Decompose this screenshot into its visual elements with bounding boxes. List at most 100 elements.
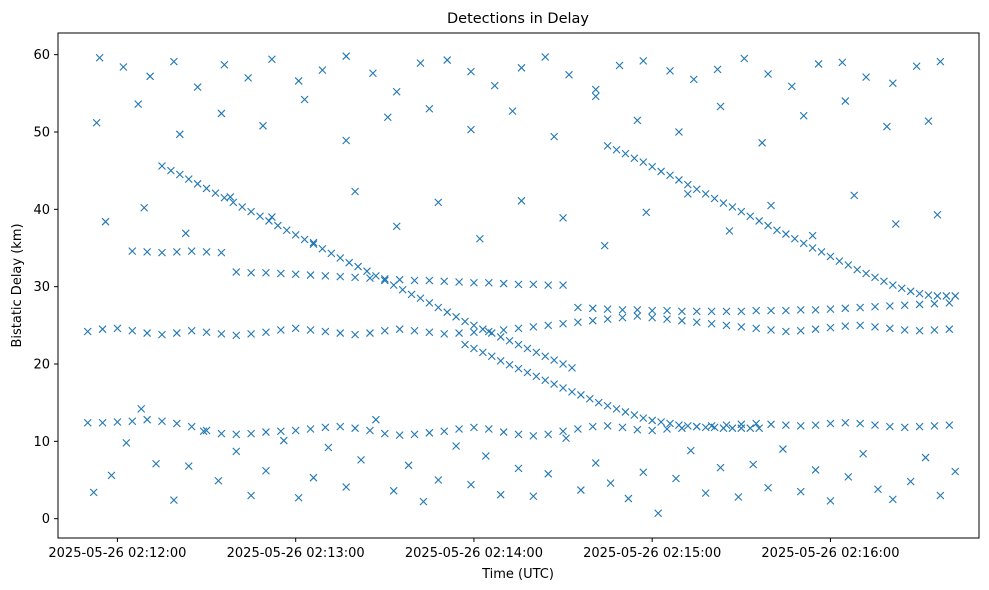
data-point-marker: [710, 194, 719, 203]
data-point-marker: [143, 329, 152, 337]
y-axis-ticks: 0 10 20 30 40 50 60: [33, 48, 58, 527]
data-point-marker: [781, 421, 790, 429]
data-point-marker: [585, 394, 594, 403]
data-point-marker: [324, 443, 333, 452]
data-point-marker: [559, 281, 567, 290]
y-tick-label: 60: [33, 48, 50, 63]
data-point-marker: [764, 483, 772, 492]
data-point-marker: [262, 328, 270, 337]
data-point-marker: [796, 305, 805, 314]
data-point-marker: [199, 427, 208, 436]
data-point-marker: [891, 220, 900, 228]
data-point-marker: [122, 438, 131, 447]
data-point-marker: [577, 391, 585, 399]
data-point-marker: [134, 100, 143, 109]
data-point-marker: [342, 52, 351, 61]
data-point-marker: [496, 490, 505, 499]
data-point-marker: [282, 226, 291, 235]
data-point-marker: [612, 404, 621, 413]
data-point-marker: [244, 73, 253, 82]
data-point-marker: [467, 480, 475, 489]
data-point-marker: [755, 424, 764, 433]
data-point-marker: [796, 326, 805, 335]
data-point-marker: [475, 234, 484, 243]
data-point-marker: [380, 429, 389, 438]
data-point-marker: [781, 230, 790, 238]
data-point-marker: [544, 430, 553, 439]
data-point-marker: [351, 273, 359, 282]
data-point-marker: [648, 426, 657, 435]
data-point-marker: [467, 125, 475, 134]
data-point-marker: [808, 244, 817, 252]
data-point-marker: [924, 117, 933, 126]
data-point-marker: [666, 171, 674, 180]
data-point-marker: [654, 509, 663, 518]
data-point-marker: [425, 276, 434, 285]
x-tick-label: 2025-05-26 02:16:00: [761, 546, 899, 561]
data-point-marker: [666, 67, 674, 75]
data-point-marker: [434, 476, 443, 484]
data-point-marker: [452, 442, 460, 450]
data-point-marker: [98, 418, 107, 427]
data-point-marker: [452, 312, 460, 321]
plot-frame: [57, 32, 980, 539]
data-point-marker: [152, 459, 160, 468]
data-point-marker: [410, 326, 419, 335]
data-point-marker: [336, 329, 345, 337]
data-point-marker: [461, 317, 469, 326]
data-point-marker: [945, 299, 954, 307]
data-point-marker: [184, 175, 193, 184]
data-point-marker: [630, 154, 639, 163]
data-point-marker: [752, 419, 761, 428]
data-point-marker: [529, 432, 538, 440]
data-point-marker: [936, 491, 945, 500]
data-point-marker: [779, 445, 787, 453]
data-point-marker: [945, 325, 954, 334]
data-point-marker: [184, 462, 193, 470]
data-point-marker: [321, 271, 330, 280]
data-point-marker: [532, 348, 541, 357]
data-point-marker: [172, 329, 181, 337]
y-tick-label: 10: [33, 435, 50, 450]
x-tick-label: 2025-05-26 02:12:00: [48, 546, 186, 561]
data-point-marker: [167, 166, 175, 175]
data-point-marker: [478, 325, 487, 334]
data-point-marker: [529, 280, 538, 289]
data-point-marker: [478, 348, 487, 357]
data-point-marker: [461, 340, 469, 349]
data-point-marker: [193, 179, 202, 188]
data-point-marker: [683, 180, 692, 189]
data-point-marker: [713, 65, 722, 74]
data-point-marker: [169, 496, 178, 504]
data-point-marker: [232, 447, 241, 456]
data-point-marker: [544, 281, 553, 290]
data-point-marker: [517, 63, 526, 72]
data-point-marker: [158, 330, 166, 339]
data-point-marker: [630, 411, 639, 419]
data-point-marker: [588, 422, 597, 431]
data-point-marker: [767, 420, 775, 429]
x-tick-label: 2025-05-26 02:13:00: [227, 546, 365, 561]
data-point-marker: [683, 189, 692, 198]
data-point-marker: [276, 326, 285, 334]
data-point-marker: [470, 328, 478, 337]
y-tick-label: 0: [42, 512, 50, 527]
data-point-marker: [470, 344, 478, 353]
data-point-marker: [262, 268, 270, 277]
data-point-marker: [737, 420, 746, 429]
data-point-marker: [615, 61, 624, 70]
data-point-marker: [618, 313, 627, 322]
data-point-marker: [814, 60, 823, 68]
data-point-marker: [107, 471, 116, 480]
data-point-marker: [897, 284, 906, 293]
data-point-marker: [603, 401, 612, 410]
data-point-marker: [514, 324, 523, 333]
data-point-marker: [172, 419, 181, 428]
data-point-marker: [119, 63, 128, 71]
data-point-marker: [372, 271, 380, 280]
data-point-marker: [354, 262, 362, 271]
data-point-marker: [309, 240, 318, 249]
data-point-marker: [906, 477, 915, 486]
data-point-marker: [737, 307, 746, 316]
